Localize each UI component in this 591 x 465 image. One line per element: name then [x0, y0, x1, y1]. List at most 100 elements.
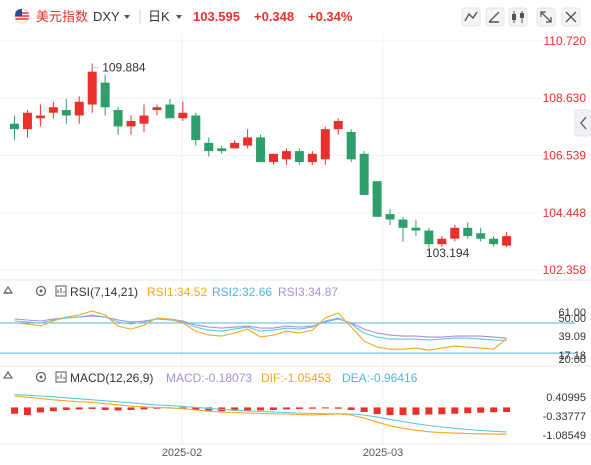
rsi-series [0, 310, 575, 354]
price-axis-label: 108.630 [543, 91, 587, 105]
macd-histogram-bar [347, 407, 355, 410]
macd-histogram-bar [231, 407, 239, 411]
header-bar: 美元指数 DXY 日K 103.595 +0.348 +0.34% [14, 7, 581, 27]
macd-histogram-bar [360, 407, 368, 412]
indicator-picker-icon[interactable] [55, 371, 67, 383]
candle-body [48, 107, 58, 113]
candle-body [307, 153, 317, 163]
rsi3-line [14, 315, 507, 339]
macd-histogram-bar [425, 407, 433, 415]
macd-histogram-bar [270, 407, 277, 410]
candle-body [450, 227, 460, 239]
collapse-indicator-icon[interactable] [2, 285, 14, 295]
macd-histogram-bar [477, 407, 485, 413]
macd-histogram-bar [412, 407, 420, 415]
macd-histogram-bar [373, 407, 381, 415]
settings-icon[interactable] [35, 371, 47, 383]
rsi-title[interactable]: RSI(7,14,21) [70, 285, 138, 299]
candle-body [191, 115, 201, 141]
interval-selector[interactable]: 日K [148, 9, 170, 24]
candle-body [281, 151, 291, 160]
price-axis: 110.720 108.630 106.539 104.448 102.358 [543, 34, 587, 277]
dea-line [14, 394, 507, 433]
candle-body [372, 181, 382, 217]
rsi-axis-label: 61.00 [558, 307, 586, 319]
collapse-panel-button[interactable] [574, 109, 591, 137]
candle-body [230, 142, 240, 149]
candle-body [502, 236, 512, 246]
price-axis-label: 104.448 [543, 206, 587, 220]
candle-body [346, 131, 356, 160]
interval-dropdown-icon[interactable] [176, 15, 182, 19]
macd-histogram-bar [244, 407, 252, 411]
candle-body [294, 151, 304, 163]
macd-histogram-bar [321, 407, 329, 409]
candle-body [333, 120, 343, 130]
macd-series [11, 394, 511, 435]
dea-value: DEA:-0.96416 [342, 371, 418, 385]
x-axis-label: 2025-03 [363, 447, 403, 459]
low-marker: 103.194 [424, 246, 470, 260]
rsi2-value: RSI2:32.66 [212, 285, 272, 299]
candle-body [139, 115, 149, 124]
macd-histogram-bar [399, 407, 407, 416]
macd-histogram-bar [295, 407, 303, 409]
symbol-code[interactable]: DXY [93, 9, 120, 24]
macd-histogram-bar [308, 407, 316, 409]
candle-body [204, 142, 214, 152]
candle-body [359, 153, 369, 195]
fullscreen-button[interactable] [536, 7, 556, 27]
macd-histogram-bar [451, 407, 459, 414]
candle-body [10, 123, 19, 130]
candle-body [476, 233, 486, 239]
macd-histogram-bar [114, 407, 122, 411]
macd-histogram-bar [386, 407, 394, 416]
pencil-icon [488, 11, 500, 23]
macd-value: MACD:-0.18073 [166, 371, 252, 385]
macd-histogram-bar [23, 407, 31, 416]
chart-type-button[interactable] [508, 7, 528, 27]
low-marker-label: 103.194 [426, 246, 470, 260]
candle-body [463, 227, 473, 236]
macd-histogram-bar [334, 407, 342, 409]
candle-body [35, 115, 45, 119]
close-button[interactable] [561, 7, 581, 27]
collapse-indicator-icon[interactable] [2, 370, 14, 379]
candle-body [113, 110, 123, 127]
settings-icon[interactable] [35, 285, 47, 297]
macd-histogram-bar [490, 407, 498, 413]
last-price: 103.595 [193, 9, 240, 24]
drawing-tools-button[interactable] [485, 7, 505, 27]
candle-body [269, 153, 278, 163]
candle-body [152, 107, 162, 111]
candle-body [22, 112, 32, 130]
high-marker: 109.884 [91, 60, 146, 74]
rsi-axis-label: 17.18 [558, 350, 586, 362]
symbol-dropdown-icon[interactable] [124, 15, 130, 19]
macd-histogram-bar [153, 407, 161, 409]
indicator-toggle-button[interactable] [461, 7, 481, 27]
indicator-picker-icon[interactable] [55, 285, 67, 297]
candle-body [256, 137, 266, 163]
candle-body [411, 227, 421, 231]
symbol-name[interactable]: 美元指数 [36, 9, 88, 24]
rsi3-value: RSI3:34.87 [278, 285, 338, 299]
macd-histogram-bar [88, 407, 96, 409]
macd-legend: MACD(12,26,9) MACD:-0.18073 DIF:-1.05453… [2, 370, 418, 385]
macd-histogram-bar [205, 407, 213, 411]
macd-histogram-bar [438, 407, 446, 415]
rsi1-line [14, 310, 507, 351]
candlestick-icon [512, 11, 524, 23]
macd-title[interactable]: MACD(12,26,9) [70, 371, 153, 385]
price-axis-label: 110.720 [544, 34, 587, 48]
macd-axis-label: 0.40995 [546, 392, 586, 404]
rsi-legend: RSI(7,14,21) RSI1:34.52 RSI2:32.66 RSI3:… [2, 285, 338, 299]
macd-histogram-bar [75, 407, 83, 410]
dif-value: DIF:-1.05453 [261, 371, 331, 385]
close-icon [565, 11, 577, 23]
macd-histogram-bar [127, 407, 135, 410]
macd-axis-label: -0.33777 [543, 411, 586, 423]
candle-body [217, 148, 227, 152]
